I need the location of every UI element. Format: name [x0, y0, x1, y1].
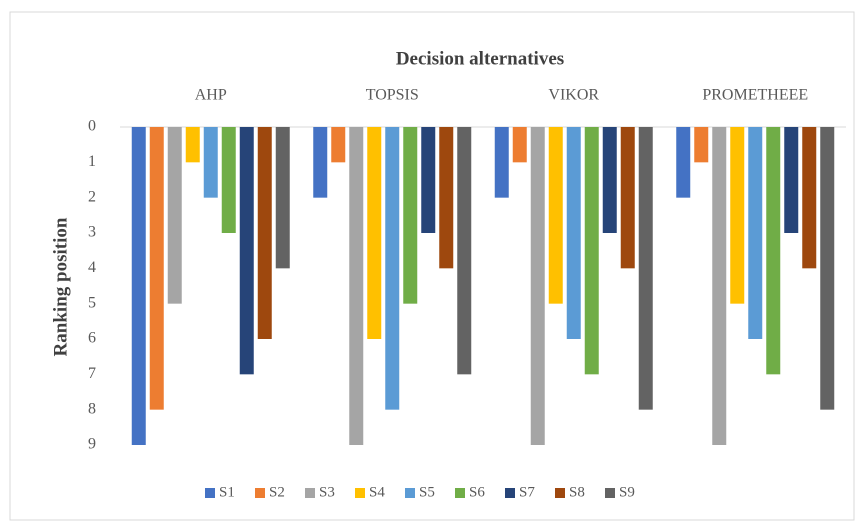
- legend-swatch: [505, 488, 515, 498]
- y-tick-label: 0: [88, 118, 96, 135]
- legend-label: S8: [569, 484, 585, 500]
- legend-swatch: [205, 488, 215, 498]
- y-tick-label: 4: [88, 259, 96, 276]
- bar: [131, 127, 146, 445]
- bar: [620, 127, 635, 269]
- y-tick-label: 2: [88, 188, 96, 205]
- legend-label: S6: [469, 484, 485, 500]
- bar: [494, 127, 509, 198]
- legend-label: S1: [219, 484, 235, 500]
- y-tick-label: 7: [88, 365, 96, 382]
- bar: [385, 127, 400, 410]
- legend-swatch: [405, 488, 415, 498]
- y-axis-title: Ranking position: [50, 217, 71, 356]
- legend-label: S4: [369, 484, 385, 500]
- bar: [167, 127, 182, 304]
- bar: [349, 127, 364, 445]
- y-tick-label: 3: [88, 224, 96, 241]
- y-tick-label: 6: [88, 330, 96, 347]
- bar: [530, 127, 545, 445]
- legend-swatch: [355, 488, 365, 498]
- bar: [584, 127, 599, 375]
- bar: [694, 127, 709, 163]
- bar: [820, 127, 835, 410]
- legend-label: S2: [269, 484, 285, 500]
- legend-swatch: [255, 488, 265, 498]
- y-tick-label: 8: [88, 400, 96, 417]
- bar: [239, 127, 254, 375]
- category-label: AHP: [195, 87, 227, 104]
- y-tick-label: 9: [88, 436, 96, 453]
- bar: [203, 127, 218, 198]
- chart-title: Decision alternatives: [396, 48, 564, 69]
- legend-label: S7: [519, 484, 535, 500]
- bar: [802, 127, 817, 269]
- legend-label: S5: [419, 484, 435, 500]
- bar: [275, 127, 290, 269]
- bar: [421, 127, 436, 233]
- bar: [784, 127, 799, 233]
- bar: [439, 127, 454, 269]
- bar: [638, 127, 653, 410]
- y-tick-label: 5: [88, 294, 96, 311]
- bar: [221, 127, 236, 233]
- bar: [676, 127, 691, 198]
- category-label: PROMETHEEE: [702, 87, 808, 104]
- bar: [149, 127, 164, 410]
- bar: [457, 127, 472, 375]
- bar: [748, 127, 763, 339]
- legend-swatch: [455, 488, 465, 498]
- bar: [730, 127, 745, 304]
- bar: [712, 127, 727, 445]
- bar: [766, 127, 781, 375]
- bar: [566, 127, 581, 339]
- bar: [331, 127, 346, 163]
- legend-label: S9: [619, 484, 635, 500]
- legend-swatch: [605, 488, 615, 498]
- bar: [548, 127, 563, 304]
- bar: [367, 127, 382, 339]
- y-tick-label: 1: [88, 153, 96, 170]
- category-label: VIKOR: [548, 87, 599, 104]
- category-label: TOPSIS: [366, 87, 419, 104]
- bar: [313, 127, 328, 198]
- bar: [512, 127, 527, 163]
- bar: [403, 127, 418, 304]
- legend-swatch: [555, 488, 565, 498]
- legend-label: S3: [319, 484, 335, 500]
- legend-swatch: [305, 488, 315, 498]
- bar: [257, 127, 272, 339]
- bar: [185, 127, 200, 163]
- bar: [602, 127, 617, 233]
